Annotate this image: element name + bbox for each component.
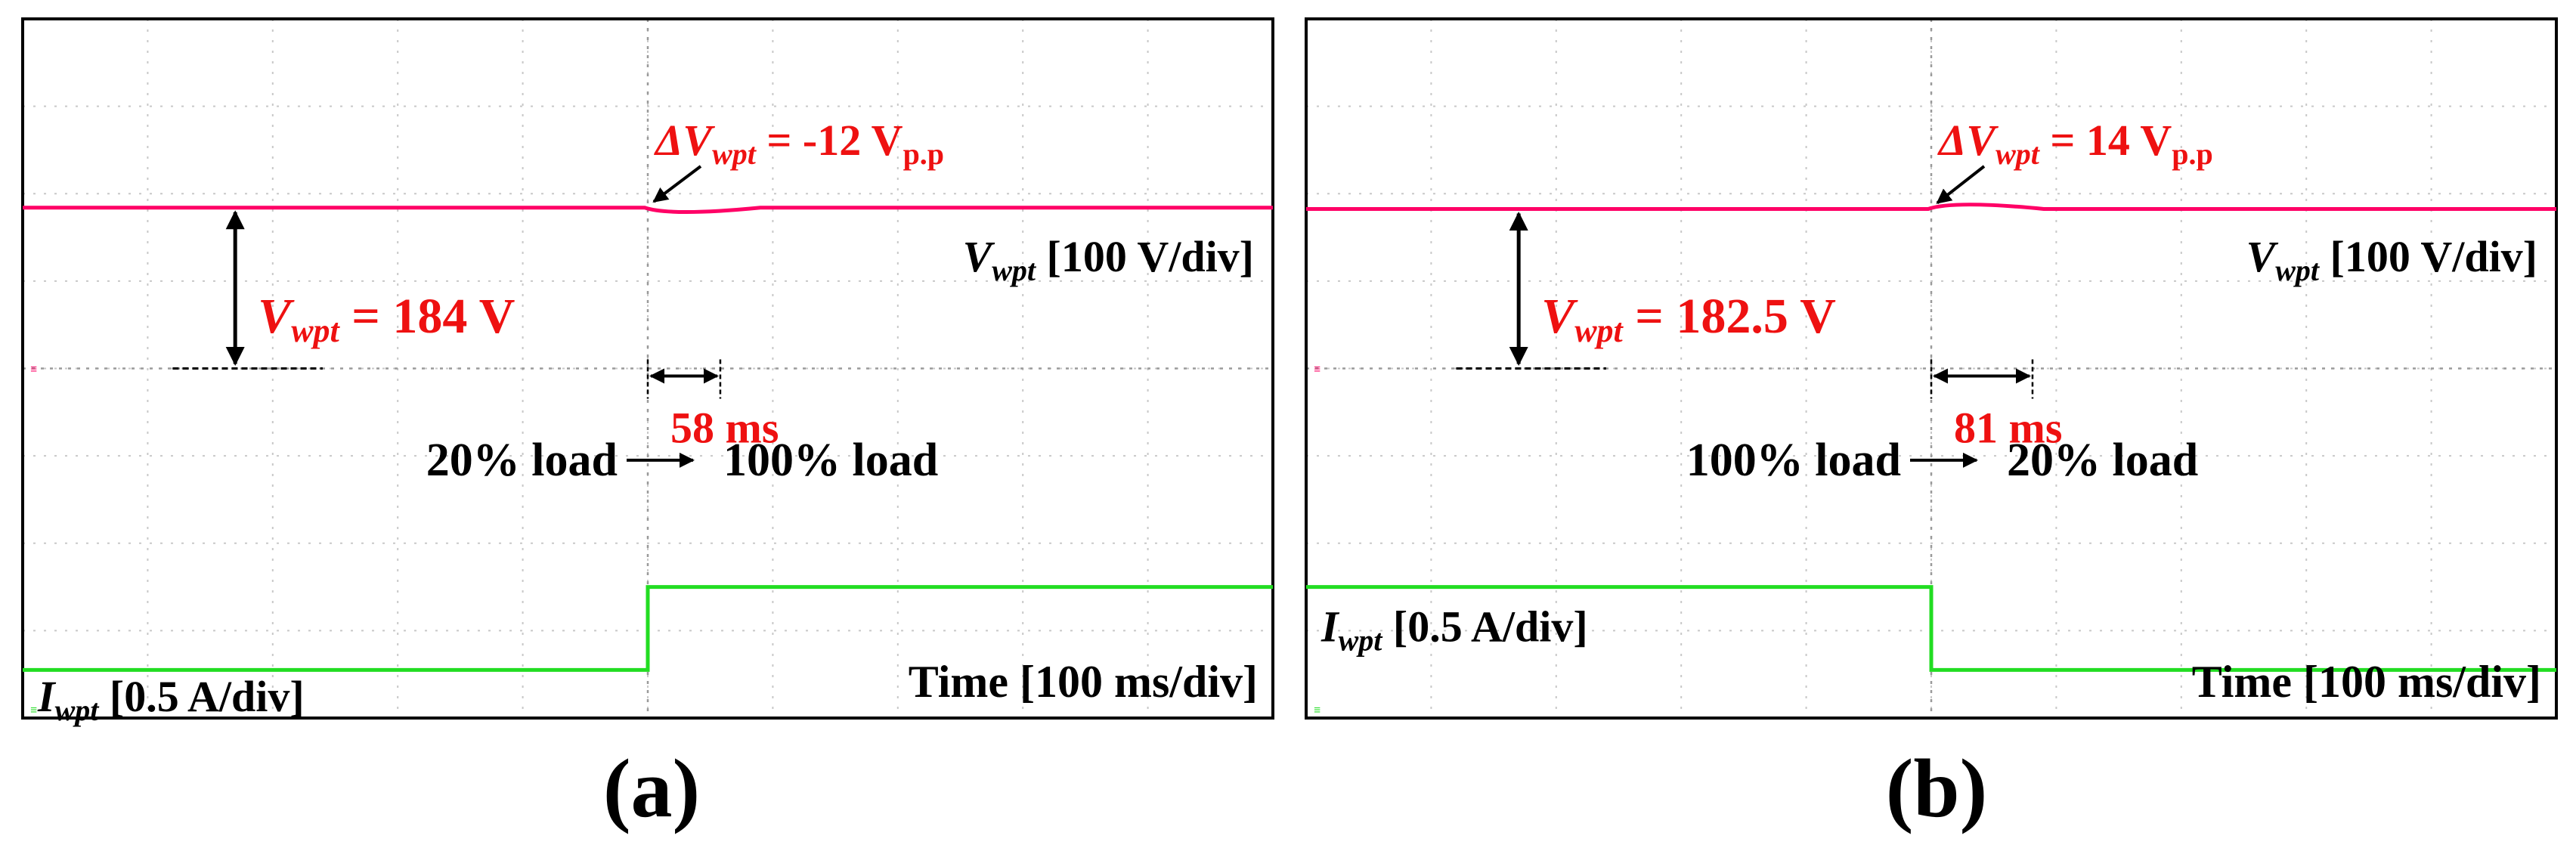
current-trace <box>1306 585 2556 672</box>
time-axis-label: Time [100 ms/div] <box>909 657 1258 707</box>
voltage-trace <box>1306 203 2556 211</box>
load-to-label: 20% load <box>2007 435 2198 486</box>
voltage-ground-marker: ≡ <box>1314 364 1321 376</box>
recovery-time-label: 58 ms <box>670 404 779 453</box>
load-to-label: 100% load <box>723 435 938 486</box>
scope-panel-b: ≡ ≡ Vwpt = 182.5 V ΔVwpt = 14 Vp.p 81 ms 100%… <box>1305 17 2558 834</box>
voltage-ground-marker: ≡ <box>30 364 37 376</box>
current-trace <box>23 585 1273 672</box>
recovery-time-label: 81 ms <box>1954 404 2062 453</box>
scope-frame <box>1305 17 2558 720</box>
delta-pointer-arrow <box>652 165 702 203</box>
scope-panel-a: ≡ ≡ Vwpt = 184 V ΔVwpt = -12 Vp.p 58 ms 20% l… <box>21 17 1274 834</box>
delta-voltage-label: ΔVwpt = -12 Vp.p <box>654 116 944 171</box>
voltage-channel-label: Vwpt [100 V/div] <box>963 232 1254 287</box>
delta-voltage-label: ΔVwpt = 14 Vp.p <box>1937 116 2213 171</box>
voltage-channel-label: Vwpt [100 V/div] <box>2246 232 2537 287</box>
panel-label: (b) <box>1886 742 1987 834</box>
current-channel-label: Iwpt [0.5 A/div] <box>37 672 305 727</box>
load-from-label: 100% load <box>1686 435 1901 486</box>
panel-label: (a) <box>603 742 700 834</box>
steady-voltage-label: Vwpt = 182.5 V <box>1541 289 1836 349</box>
delta-pointer-arrow <box>1936 165 1986 205</box>
current-channel-label: Iwpt [0.5 A/div] <box>1321 602 1588 658</box>
steady-voltage-label: Vwpt = 184 V <box>258 289 515 349</box>
current-ground-marker: ≡ <box>1314 704 1321 717</box>
time-axis-label: Time [100 ms/div] <box>2192 657 2541 707</box>
voltage-trace <box>23 206 1273 214</box>
scope-frame <box>21 17 1274 720</box>
load-from-label: 20% load <box>426 435 618 486</box>
current-ground-marker: ≡ <box>30 704 37 717</box>
